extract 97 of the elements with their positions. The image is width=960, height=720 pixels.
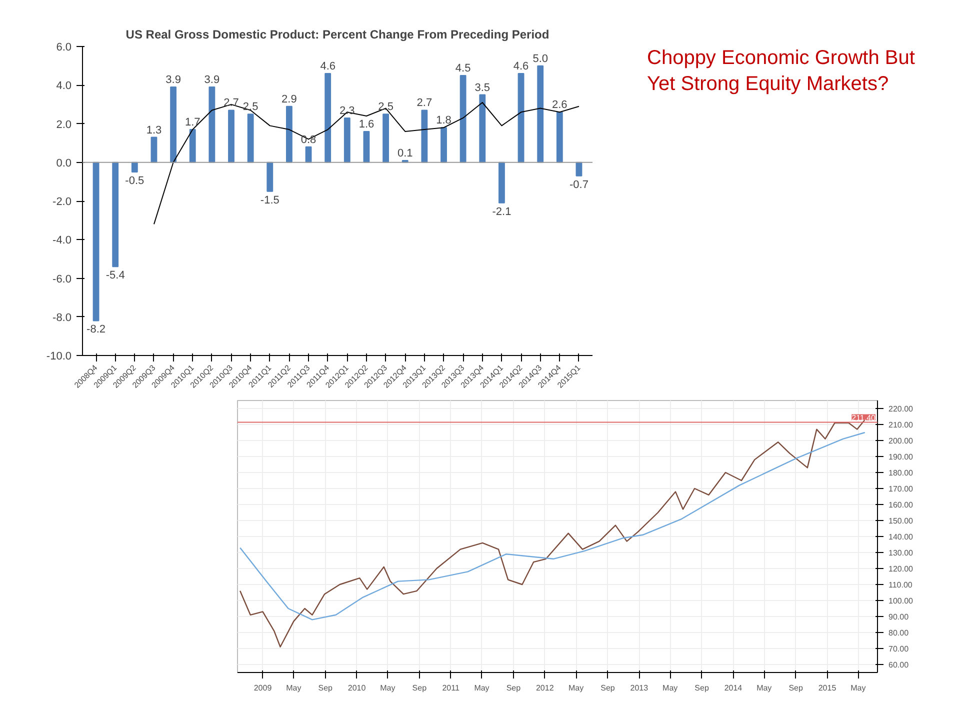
data-label: 0.8 [300, 134, 316, 146]
data-label: 2.5 [378, 101, 394, 114]
bar [189, 129, 196, 163]
data-label: -5.4 [106, 270, 125, 282]
data-label: 1.3 [146, 124, 162, 136]
data-label: 1.8 [436, 114, 452, 127]
x-tick-label: May [286, 684, 302, 692]
x-tick-label: 2014 [724, 684, 743, 692]
x-tick-label: May [568, 684, 584, 692]
y-tick-label: 200.00 [888, 436, 914, 446]
x-tick-label: 2011 [442, 684, 460, 692]
x-tick-label: May [756, 684, 772, 692]
y-tick-label: 80.00 [888, 628, 910, 638]
x-tick-label: Sep [788, 684, 804, 692]
data-label: 4.6 [513, 60, 529, 73]
y-tick-label: 180.00 [888, 468, 914, 478]
bar [421, 110, 428, 163]
y-tick-label: 170.00 [888, 484, 914, 494]
x-tick-label: May [850, 684, 866, 692]
bar [286, 106, 292, 163]
y-tick-label: 90.00 [888, 612, 910, 622]
y-tick-label: -10.0 [46, 350, 72, 362]
data-label: -2.1 [492, 206, 512, 218]
data-label: 3.5 [474, 82, 490, 94]
y-tick-label: 140.00 [888, 532, 914, 542]
line-series [239, 432, 866, 620]
bar [537, 65, 544, 163]
ref-line-label: 211.40 [852, 413, 876, 422]
x-tick-label: May [662, 684, 678, 692]
bar [518, 73, 524, 163]
data-label: 1.7 [184, 116, 200, 129]
x-tick-label: Sep [318, 684, 334, 692]
bar [498, 162, 505, 204]
y-tick-label: -8.0 [52, 312, 72, 324]
data-label: 3.9 [166, 74, 181, 86]
x-tick-label: Sep [694, 684, 710, 692]
y-tick-label: 220.00 [888, 404, 914, 414]
x-tick-label: 2009 [254, 684, 272, 692]
text: Choppy Economic Growth But Yet Strong Equity Markets? [647, 46, 916, 97]
bar [460, 74, 466, 163]
data-label: -0.7 [570, 178, 588, 191]
data-label: 0.1 [397, 147, 413, 160]
x-tick-label: 2015 [818, 684, 837, 692]
x-tick-label: Sep [506, 684, 522, 692]
data-label: 2.9 [282, 93, 297, 106]
bar [92, 162, 100, 322]
x-tick-label: 2012 [536, 684, 554, 692]
bar [266, 162, 274, 192]
y-tick-label: -4.0 [52, 234, 72, 247]
y-tick-label: 110.00 [888, 580, 913, 590]
x-tick-label: Sep [412, 684, 428, 692]
bar [363, 130, 370, 163]
bar [247, 114, 254, 163]
y-tick-label: 190.00 [888, 452, 914, 462]
bar [228, 110, 234, 163]
y-tick-label: 210.00 [888, 420, 914, 430]
y-tick-label: 120.00 [888, 564, 914, 574]
y-tick-label: 0.0 [56, 157, 72, 170]
bar [382, 114, 389, 163]
y-tick-label: 160.00 [888, 500, 914, 510]
data-label: 2.6 [552, 99, 568, 112]
bar [208, 86, 216, 163]
data-label: -8.2 [86, 324, 106, 336]
y-tick-label: 4.0 [56, 80, 72, 92]
bar [324, 73, 332, 163]
bar [440, 127, 447, 163]
data-label: 4.6 [320, 60, 336, 73]
x-tick-label: May [380, 684, 396, 692]
chart-title: US Real Gross Domestic Product: Percent Change From Preceding Period [126, 28, 550, 42]
bar [170, 86, 176, 163]
x-tick-label: May [474, 684, 490, 692]
y-tick-label: 2.0 [56, 118, 72, 131]
data-label: -1.5 [260, 194, 280, 206]
bar [150, 136, 158, 163]
y-tick-label: 100.00 [888, 596, 914, 606]
y-tick-label: -6.0 [52, 273, 72, 286]
x-tick-label: 2013 [630, 684, 649, 692]
y-tick-label: 150.00 [888, 516, 914, 526]
y-tick-label: -2.0 [52, 196, 72, 208]
bar [344, 117, 350, 163]
bar [556, 112, 563, 163]
data-label: 3.9 [204, 74, 220, 86]
data-label: 2.5 [242, 101, 258, 114]
bar [131, 162, 138, 173]
data-label: 2.7 [416, 97, 432, 110]
bar [112, 162, 119, 268]
data-label: 5.0 [532, 52, 548, 65]
y-tick-label: 130.00 [888, 548, 914, 558]
y-tick-label: 6.0 [56, 42, 72, 54]
y-tick-label: 60.00 [888, 660, 910, 670]
y-tick-label: 70.00 [888, 644, 910, 654]
bar [479, 94, 486, 163]
data-label: 4.5 [455, 62, 471, 74]
data-label: -0.5 [125, 175, 144, 188]
data-label: 1.6 [358, 118, 374, 130]
x-tick-label: 2010 [348, 684, 366, 692]
x-tick-label: Sep [600, 684, 616, 692]
